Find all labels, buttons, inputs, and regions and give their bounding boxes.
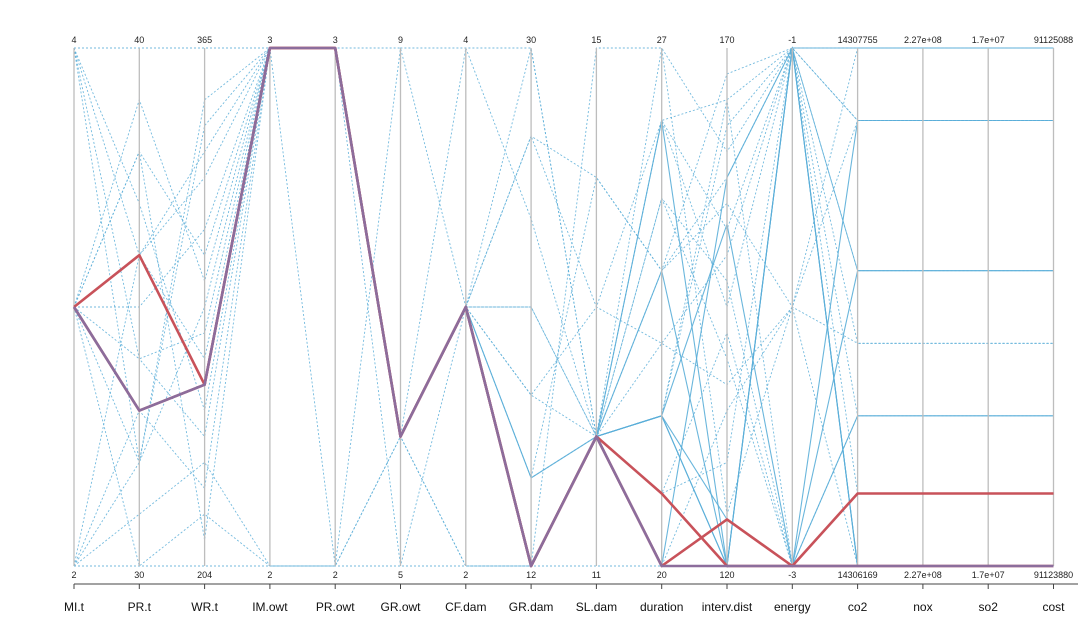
axis-name-label: WR.t — [191, 600, 218, 614]
axis-max-label: 27 — [657, 35, 667, 45]
axis-max-label: 40 — [134, 35, 144, 45]
axis-min-label: 12 — [526, 570, 536, 580]
axis-name-label: co2 — [848, 600, 868, 614]
axis-max-label: 9 — [398, 35, 403, 45]
axis-name-label: cost — [1042, 600, 1065, 614]
axis-min-label: 91123880 — [1034, 570, 1073, 580]
axis-min-label: 120 — [719, 570, 734, 580]
axis-min-label: 204 — [197, 570, 212, 580]
axis-max-label: 365 — [197, 35, 212, 45]
axis-name-label: CF.dam — [445, 600, 486, 614]
axis-name-label: PR.owt — [316, 600, 355, 614]
axis-min-label: 5 — [398, 570, 403, 580]
axis-name-label: SL.dam — [576, 600, 617, 614]
axis-name-label: MI.t — [64, 600, 85, 614]
axis-max-label: 4 — [71, 35, 76, 45]
axis-max-label: 3 — [267, 35, 272, 45]
axis-name-label: PR.t — [128, 600, 152, 614]
axis-min-label: -3 — [788, 570, 796, 580]
axis-name-label: GR.dam — [509, 600, 554, 614]
axis-name-label: so2 — [979, 600, 999, 614]
axis-max-label: 3 — [333, 35, 338, 45]
axis-min-label: 2 — [463, 570, 468, 580]
axis-max-label: 170 — [719, 35, 734, 45]
highlighted-line — [72, 46, 1054, 568]
axis-min-label: 20 — [657, 570, 667, 580]
axis-max-label: 15 — [591, 35, 601, 45]
axis-max-label: 14307755 — [838, 35, 878, 45]
axis-min-label: 1.7e+07 — [972, 570, 1005, 580]
axis-min-label: 2 — [71, 570, 76, 580]
axis-name-label: duration — [640, 600, 683, 614]
background-dotted-line — [73, 46, 1054, 438]
axis-min-label: 11 — [592, 570, 601, 580]
axis-name-label: IM.owt — [252, 600, 288, 614]
highlighted-lines — [72, 46, 1054, 568]
axis-name-label: energy — [774, 600, 811, 614]
axis-max-label: 4 — [463, 35, 468, 45]
axis-min-label: 2 — [267, 570, 272, 580]
axis-max-label: 91125088 — [1034, 35, 1073, 45]
background-dotted-line — [73, 47, 1054, 567]
axis-min-label: 14306169 — [838, 570, 878, 580]
axis-name-label: GR.owt — [380, 600, 421, 614]
axis-max-label: -1 — [788, 35, 796, 45]
axis-max-label: 2.27e+08 — [904, 35, 942, 45]
axis-name-label: nox — [913, 600, 932, 614]
background-dotted-line — [74, 47, 1054, 568]
axis-max-label: 1.7e+07 — [972, 35, 1005, 45]
axis-max-label: 30 — [526, 35, 536, 45]
axis-min-label: 30 — [134, 570, 144, 580]
axis-name-label: interv.dist — [702, 600, 753, 614]
axis-labels: 42MI.t4030PR.t365204WR.t32IM.owt32PR.owt… — [64, 35, 1078, 614]
axis-min-label: 2.27e+08 — [904, 570, 942, 580]
axis-min-label: 2 — [333, 570, 338, 580]
